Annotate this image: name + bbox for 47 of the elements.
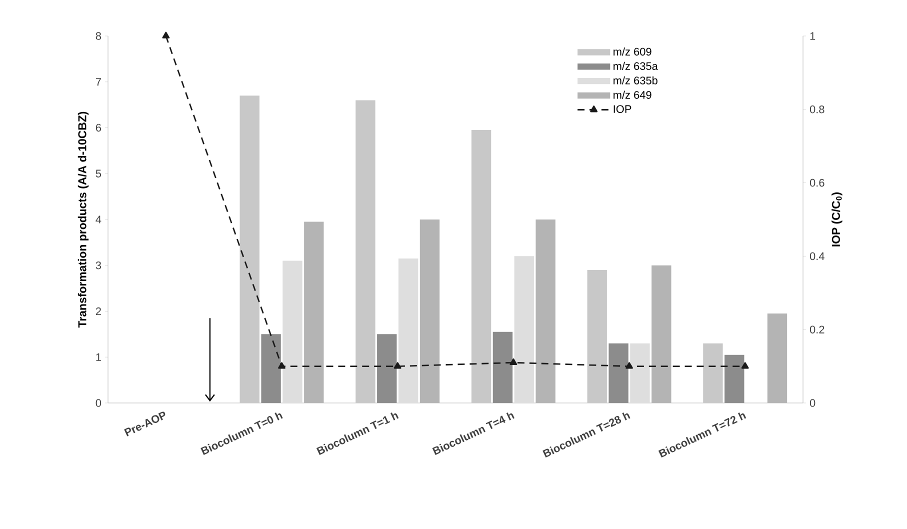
bar [630, 343, 650, 403]
bar [608, 343, 628, 403]
y-tick-label: 1 [96, 353, 101, 361]
y-tick-label: 2 [96, 307, 101, 316]
bar [767, 314, 788, 403]
bar [282, 260, 302, 403]
y2-axis-title: IOP (C/C$_{0}$) [832, 192, 842, 246]
y-tick-label: 5 [96, 170, 102, 178]
bar [492, 332, 513, 403]
bar [536, 219, 556, 403]
y-tick-label: 7 [96, 78, 101, 86]
y2-tick-label: 0.6 [810, 178, 824, 187]
bar [377, 334, 397, 403]
y-tick-label: 6 [96, 124, 102, 132]
bar [304, 222, 324, 403]
point [162, 32, 170, 38]
y2-tick-label: 0.8 [810, 106, 824, 114]
y2-tick-label: 0.2 [810, 326, 824, 334]
y-tick-label: 8 [96, 32, 102, 40]
legend-label: m/z 635b [614, 76, 658, 84]
y2-tick-label: 0.4 [810, 252, 824, 260]
bar [514, 256, 534, 403]
bar [471, 130, 492, 403]
y2-tick-label: 0 [810, 399, 816, 407]
legend-label: IOP [614, 105, 632, 113]
y-tick-label: 3 [96, 261, 102, 270]
bar [356, 100, 376, 403]
bar [420, 219, 440, 403]
bar [652, 265, 672, 403]
bar [261, 334, 281, 403]
bar [398, 258, 418, 403]
y-tick-label: 4 [96, 216, 102, 224]
y-axis-title: Transformation products (A/A d-10CBZ) [78, 112, 89, 328]
point [278, 362, 286, 369]
bar [587, 270, 607, 403]
legend-label: m/z 635a [614, 62, 658, 70]
bar [703, 343, 723, 403]
y-tick-label: 0 [96, 399, 102, 407]
point [394, 362, 402, 369]
y2-tick-label: 1 [810, 32, 816, 40]
legend-label: m/z 609 [614, 48, 652, 56]
point [626, 362, 633, 369]
legend-label: m/z 649 [614, 90, 652, 99]
bar [724, 354, 744, 403]
bar [240, 96, 260, 403]
point [741, 362, 749, 369]
point [510, 358, 518, 366]
